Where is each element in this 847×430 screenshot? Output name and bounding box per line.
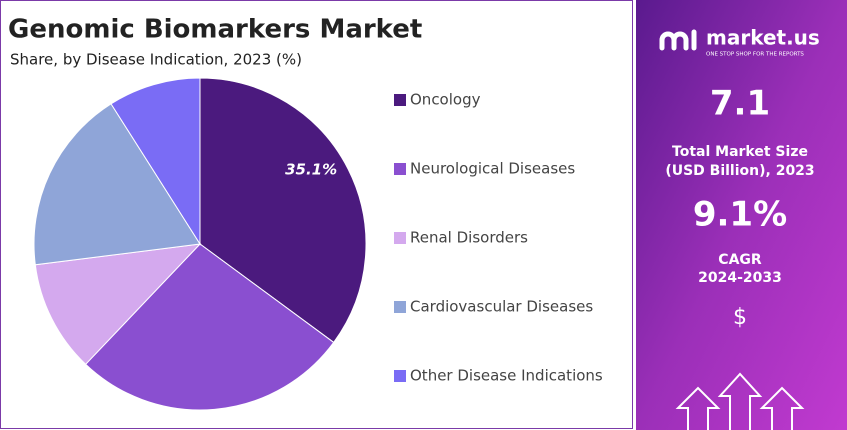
- chart-title: Genomic Biomarkers Market: [8, 15, 422, 45]
- pie-slice: [33, 103, 201, 266]
- cagr-label: CAGR: [718, 252, 762, 268]
- brand-logo: [659, 29, 697, 51]
- cagr: 9.1%: [693, 195, 787, 235]
- pie-slice: [34, 243, 202, 365]
- tagline: ONE STOP SHOP FOR THE REPORTS: [706, 52, 804, 58]
- legend-swatch: [394, 370, 406, 382]
- chart-subtitle: Share, by Disease Indication, 2023 (%): [10, 51, 302, 69]
- legend-swatch: [394, 163, 406, 175]
- arrows: [675, 372, 805, 430]
- legend-swatch: [394, 94, 406, 106]
- brand: market.us: [706, 26, 820, 50]
- legend-label: Other Disease Indications: [410, 367, 603, 385]
- legend-swatch: [394, 301, 406, 313]
- data-label: 35.1%: [285, 160, 337, 178]
- legend-label: Cardiovascular Diseases: [410, 298, 593, 316]
- currency: $: [733, 305, 747, 330]
- legend: Oncology Neurological Diseases Renal Disor…: [394, 91, 603, 385]
- market-size-label: (USD Billion), 2023: [665, 163, 814, 179]
- market-size: 7.1: [710, 84, 770, 124]
- legend-label: Oncology: [410, 91, 481, 109]
- legend-label: Renal Disorders: [410, 229, 528, 247]
- legend-swatch: [394, 232, 406, 244]
- market-size-label: Total Market Size: [672, 144, 808, 160]
- pie-slice: [199, 77, 367, 344]
- cagr-label: 2024-2033: [698, 270, 782, 286]
- pie: 35.1%: [33, 77, 367, 411]
- legend-label: Neurological Diseases: [410, 160, 575, 178]
- pie-slice: [110, 77, 201, 246]
- side-panel: [636, 0, 847, 430]
- pie-slice: [84, 243, 335, 411]
